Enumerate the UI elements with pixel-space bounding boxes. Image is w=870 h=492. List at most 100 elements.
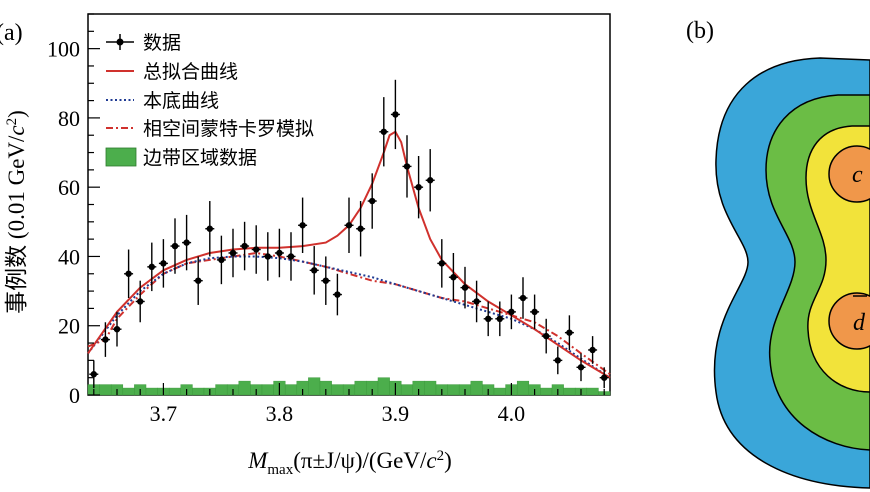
data-point-marker <box>206 225 213 232</box>
data-point <box>182 214 192 271</box>
data-point <box>274 228 284 278</box>
data-point-marker <box>311 267 318 274</box>
data-point <box>263 232 273 281</box>
background-curve <box>87 255 611 379</box>
legend-label-total-fit: 总拟合曲线 <box>143 61 238 83</box>
sideband-bin <box>261 384 274 396</box>
sideband-bin <box>99 384 112 396</box>
data-point <box>518 277 528 319</box>
sideband-bin <box>308 377 321 396</box>
legend-label-phase-space: 相空间蒙特卡罗模拟 <box>143 118 314 140</box>
legend-entry-total-fit: 总拟合曲线 <box>106 61 238 83</box>
data-point <box>170 218 180 274</box>
data-point-marker <box>322 277 329 284</box>
sideband-bin <box>215 384 228 396</box>
data-point <box>124 249 134 299</box>
data-point-marker <box>473 298 480 305</box>
data-point <box>530 294 540 330</box>
sideband-bin <box>122 387 135 396</box>
sideband-bin <box>400 384 414 396</box>
data-point <box>309 246 319 295</box>
data-point <box>448 252 458 302</box>
data-point-marker <box>264 253 271 260</box>
data-point <box>402 135 412 198</box>
quark-c-circle <box>828 145 870 203</box>
data-point-marker <box>380 128 387 135</box>
data-point-marker <box>601 374 608 381</box>
data-point <box>158 239 168 288</box>
data-point-marker <box>345 222 353 229</box>
data-point <box>356 201 366 257</box>
sideband-bin <box>493 387 506 396</box>
legend-entry-sideband: 边带区域数据 <box>105 147 257 169</box>
y-tick-label: 0 <box>69 383 80 408</box>
data-point-marker <box>90 371 98 378</box>
x-tick-label: 3.7 <box>150 401 178 426</box>
data-point-marker <box>531 308 538 316</box>
data-point-marker <box>543 332 550 340</box>
sideband-bin <box>586 387 599 396</box>
data-point-marker <box>171 242 179 250</box>
data-point <box>205 201 215 257</box>
data-point <box>135 280 145 323</box>
x-tick-label: 3.9 <box>382 401 410 426</box>
data-point-marker <box>403 163 411 170</box>
data-point <box>472 280 482 323</box>
data-point-marker <box>253 246 260 253</box>
data-point <box>564 315 574 350</box>
data-point-marker <box>357 225 364 232</box>
data-point-marker <box>508 308 515 316</box>
data-point <box>367 173 377 229</box>
data-point <box>100 322 110 357</box>
data-point <box>216 235 226 285</box>
data-point-marker <box>566 329 573 336</box>
data-point <box>379 97 389 167</box>
data-point-marker <box>496 315 503 322</box>
y-tick-label: 20 <box>58 314 80 339</box>
sideband-bin <box>447 384 460 396</box>
data-point <box>506 294 516 330</box>
y-axis-label: 事例数 (0.01 GeV/c2) <box>4 110 29 314</box>
data-point <box>286 232 296 281</box>
data-point-marker <box>392 111 399 118</box>
data-point <box>576 353 586 382</box>
data-point-marker <box>577 364 585 371</box>
data-point <box>112 311 122 347</box>
data-point-marker <box>229 249 237 257</box>
total-fit-curve <box>87 130 611 379</box>
sideband-bin <box>168 387 182 396</box>
data-point-marker <box>519 294 527 302</box>
sideband-bin <box>284 384 298 396</box>
quark-d-label: d <box>853 310 866 336</box>
sideband-bin <box>331 384 344 396</box>
sideband-bin <box>424 380 437 396</box>
data-point <box>425 149 435 212</box>
data-point-marker <box>485 315 492 322</box>
data-point <box>414 156 424 219</box>
legend-label-sideband: 边带区域数据 <box>143 147 257 169</box>
data-point-marker <box>369 197 376 205</box>
data-point <box>251 225 261 274</box>
data-point-marker <box>415 183 422 191</box>
sideband-bin <box>192 387 205 396</box>
sideband-bin <box>540 387 553 396</box>
x-axis-label: Mmax(π±J/ψ)/(GeV/c2) <box>247 448 452 478</box>
data-point <box>193 256 203 305</box>
sideband-bin <box>238 380 251 396</box>
data-point <box>541 318 551 354</box>
background-line <box>87 255 611 379</box>
quark-d-circle <box>828 292 870 350</box>
y-tick-label: 80 <box>58 106 80 131</box>
data-point-marker <box>160 260 167 267</box>
sideband-bin <box>145 387 158 396</box>
data-point-marker <box>113 325 121 333</box>
data-point <box>553 346 563 375</box>
data-point <box>437 239 447 288</box>
data-point-marker <box>438 260 445 267</box>
data-point-marker <box>427 177 434 184</box>
data-point <box>321 256 331 305</box>
data-point <box>344 197 354 253</box>
y-tick-label: 40 <box>58 244 80 269</box>
data-point-marker <box>276 249 283 257</box>
